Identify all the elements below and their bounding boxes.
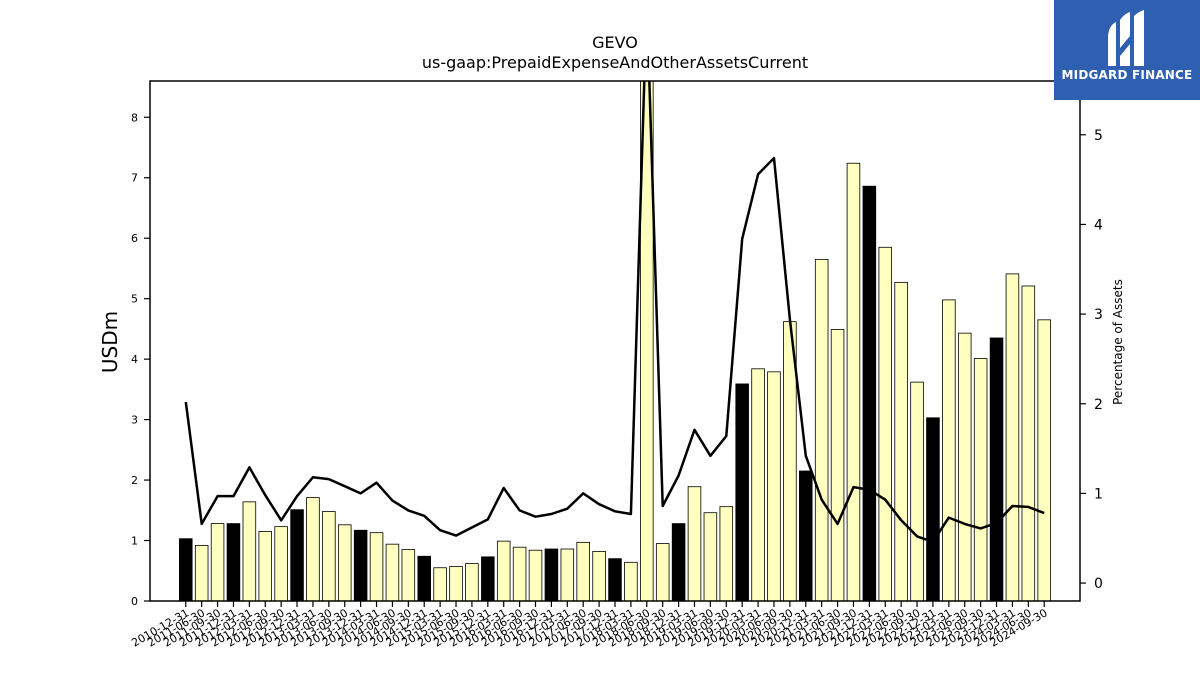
bar [926,417,940,602]
bar [1021,285,1036,602]
plot-frame [149,80,1081,602]
bar [179,538,193,602]
bar [306,497,320,602]
bar [496,540,511,602]
bar [258,531,273,602]
bar [1037,319,1051,602]
chart-title: GEVO [592,33,638,52]
bar [655,543,670,602]
bar [719,506,734,602]
bar [942,299,956,602]
bar [369,532,384,602]
y2-tick-label: 3 [1094,307,1103,323]
y2-tick-label: 1 [1094,486,1103,502]
bar [671,523,686,602]
bar [210,523,225,602]
y-tick-label: 8 [131,111,138,124]
bar [830,329,845,602]
bars-group [179,80,1051,602]
y-tick-label: 7 [131,172,138,185]
y-tick-label: 1 [131,535,138,548]
bar [274,526,288,602]
bar [592,551,606,602]
bar [1005,273,1020,602]
bar [814,258,829,602]
x-axis-ticks: 2010-12-312011-06-302011-09-302011-12-31… [129,601,1050,650]
bar [560,548,575,602]
y-tick-label: 0 [131,595,138,608]
bar [528,549,543,602]
bar [735,383,749,602]
y2-tick-label: 5 [1094,128,1103,144]
bar [465,563,479,602]
bar [894,281,908,602]
bar [973,358,988,602]
y2-tick-label: 2 [1094,397,1103,413]
bar [290,509,304,602]
bar [337,524,352,602]
bar [544,548,559,602]
bar [608,558,622,602]
bar [687,486,702,602]
bar [751,368,765,602]
y-axis-label: USDm [98,311,122,373]
bar [799,470,813,602]
bar [862,185,877,602]
y2-tick-label: 4 [1094,217,1103,233]
bar [957,332,972,602]
percentage-line [184,81,1045,544]
bar [226,523,241,602]
y-tick-label: 6 [131,232,138,245]
bar [624,561,638,602]
bar [910,381,924,602]
line-group [184,81,1045,544]
bar [194,544,209,602]
logo-text: MIDGARD FINANCE [1061,68,1193,82]
bar [401,549,416,602]
logo-icon [1108,10,1144,66]
y-axis-ticks: 0 1 2 3 4 5 6 7 8 [131,111,150,608]
bar [989,337,1004,602]
y2-axis-ticks: 0 1 2 3 4 5 [1080,128,1103,592]
bar [449,566,463,602]
y-tick-label: 3 [131,414,138,427]
bar [385,543,400,602]
y-tick-label: 5 [131,293,138,306]
y2-axis-label: Percentage of Assets [1111,279,1125,405]
bar [576,541,590,602]
y-tick-label: 2 [131,474,138,487]
bar [417,555,431,602]
logo: MIDGARD FINANCE [1054,0,1200,100]
bar [322,511,336,602]
chart-subtitle: us-gaap:PrepaidExpenseAndOtherAssetsCurr… [422,53,808,72]
bar [433,567,447,602]
bar [242,501,257,602]
bar [481,556,495,602]
bar [767,371,781,602]
y2-tick-label: 0 [1094,576,1103,592]
bar [353,529,368,602]
bar [846,162,861,602]
bar [703,512,718,602]
y-tick-label: 4 [131,353,138,366]
bar [512,546,527,602]
bar [878,246,893,602]
